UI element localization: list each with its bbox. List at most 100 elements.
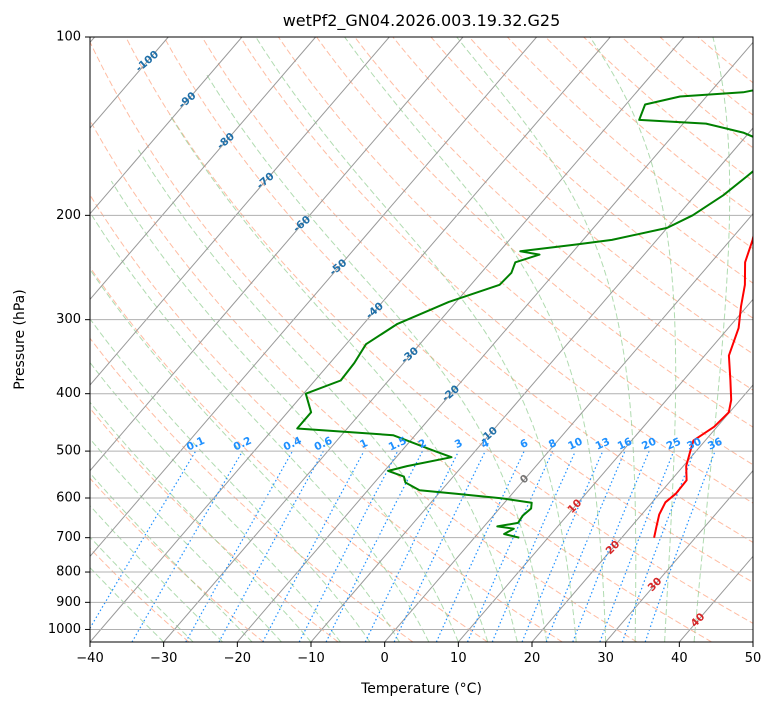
dry-adiabat-line (316, 37, 753, 428)
dry-adiabat-line (201, 37, 753, 543)
mixing-ratio-line (521, 450, 604, 642)
dry-adiabat-line (90, 40, 712, 642)
isotherm-line (310, 127, 753, 642)
isotherm-line (90, 37, 611, 642)
x-tick-label: −30 (150, 651, 177, 666)
mixing-ratio-label: 36 (706, 436, 724, 453)
x-tick-label: −20 (224, 651, 251, 666)
dewpoint-profile-line (296, 89, 753, 539)
background-lines (90, 37, 753, 642)
dry-adiabat-line (163, 37, 753, 583)
mixing-ratio-line (262, 450, 365, 642)
dry-adiabat-line (90, 119, 638, 642)
y-tick-label: 1000 (48, 622, 81, 637)
moist-adiabat-line (90, 317, 371, 642)
x-tick-label: 50 (745, 651, 762, 666)
dry-adiabat-line (468, 37, 753, 284)
moist-adiabat-line (456, 37, 637, 642)
mixing-ratio-line (491, 450, 576, 642)
mixing-ratio-line (621, 450, 695, 642)
isotherm-line (90, 37, 538, 558)
mixing-ratio-label: 30 (685, 436, 703, 453)
y-tick-label: 100 (56, 30, 81, 45)
mixing-ratio-line (185, 450, 294, 642)
x-tick-label: −10 (297, 651, 324, 666)
dry-adiabat-line (239, 37, 753, 504)
isotherm-line (90, 37, 390, 386)
dry-adiabat-line (430, 37, 753, 319)
mixing-ratio-label: 8 (547, 437, 559, 451)
isotherm-line (531, 384, 753, 642)
moist-adiabat-line (693, 37, 731, 642)
isotherm-line (236, 41, 753, 642)
moist-adiabat-line (90, 268, 400, 642)
x-tick-label: 0 (381, 651, 389, 666)
mixing-ratio-line (466, 450, 554, 642)
y-axis-label: Pressure (hPa) (12, 289, 28, 389)
pressure-grid (90, 37, 753, 630)
isotherm-line (90, 37, 243, 215)
dry-adiabat-line (392, 37, 753, 355)
mixing-ratio-label: 3 (453, 437, 465, 451)
x-tick-label: 40 (671, 651, 688, 666)
plot-frame (89, 36, 754, 643)
dry-adiabat-line (545, 37, 753, 216)
sounding-profiles (296, 89, 753, 539)
moist-adiabat-line (90, 401, 312, 642)
mixing-ratio-line (599, 450, 675, 642)
moist-adiabat-line (90, 472, 253, 642)
mixing-ratio-line (572, 450, 650, 642)
mixing-ratio-label: 20 (640, 436, 658, 453)
y-tick-label: 300 (56, 312, 81, 327)
isotherm-line (90, 37, 317, 301)
x-axis-label: Temperature (°C) (360, 681, 482, 697)
dry-adiabat-line (583, 37, 753, 182)
mixing-ratio-label: 4 (479, 437, 491, 451)
dry-adiabat-line (90, 194, 563, 642)
y-tick-label: 800 (56, 565, 81, 580)
mixing-ratio-line (644, 450, 716, 642)
moist-adiabat-line (589, 37, 677, 642)
dry-adiabat-line (354, 37, 753, 391)
mixing-ratio-label: 16 (616, 436, 634, 453)
moist-adiabat-line (255, 37, 577, 642)
y-tick-label: 600 (56, 491, 81, 506)
y-axis-ticks: 100 200 300 400 500 600 700 800 900 1000 (48, 30, 90, 637)
mixing-ratio-label: 2 (417, 437, 429, 451)
isotherm-line (457, 298, 753, 642)
y-tick-label: 900 (56, 595, 81, 610)
isotherm-line (605, 469, 753, 642)
mixing-ratio-label: 10 (566, 436, 584, 453)
moist-adiabat-line (90, 211, 430, 642)
moist-adiabat-line (90, 566, 165, 642)
dry-adiabat-line (507, 37, 753, 250)
x-tick-label: 20 (524, 651, 541, 666)
y-tick-label: 500 (56, 444, 81, 459)
moist-adiabat-line (205, 72, 548, 642)
mixing-ratio-line (325, 450, 424, 642)
mixing-ratio-line (364, 450, 460, 642)
x-axis-ticks: −40 −30 −20 −10 0 10 20 30 40 50 (76, 642, 761, 666)
moist-adiabat-line (344, 37, 607, 642)
y-tick-label: 200 (56, 208, 81, 223)
mixing-ratio-line (545, 450, 626, 642)
dry-adiabat-line (90, 337, 414, 642)
isotherm-line (384, 212, 753, 642)
x-tick-label: −40 (76, 651, 103, 666)
isotherm-line (163, 37, 685, 642)
mixing-ratio-label: 13 (594, 436, 612, 453)
x-tick-label: 30 (597, 651, 614, 666)
isotherm-line (90, 37, 464, 472)
mixing-ratio-line (218, 450, 324, 642)
temperature-profile-line (653, 233, 753, 538)
x-tick-label: 10 (450, 651, 467, 666)
mixing-ratio-label: 6 (518, 437, 530, 451)
y-tick-label: 400 (56, 386, 81, 401)
dry-adiabat-line (90, 266, 488, 642)
y-tick-label: 700 (56, 530, 81, 545)
mixing-ratio-label: 1 (358, 437, 370, 451)
mixing-ratio-label: 25 (665, 436, 683, 453)
chart-title: wetPf2_GN04.2026.003.19.32.G25 (283, 11, 561, 31)
